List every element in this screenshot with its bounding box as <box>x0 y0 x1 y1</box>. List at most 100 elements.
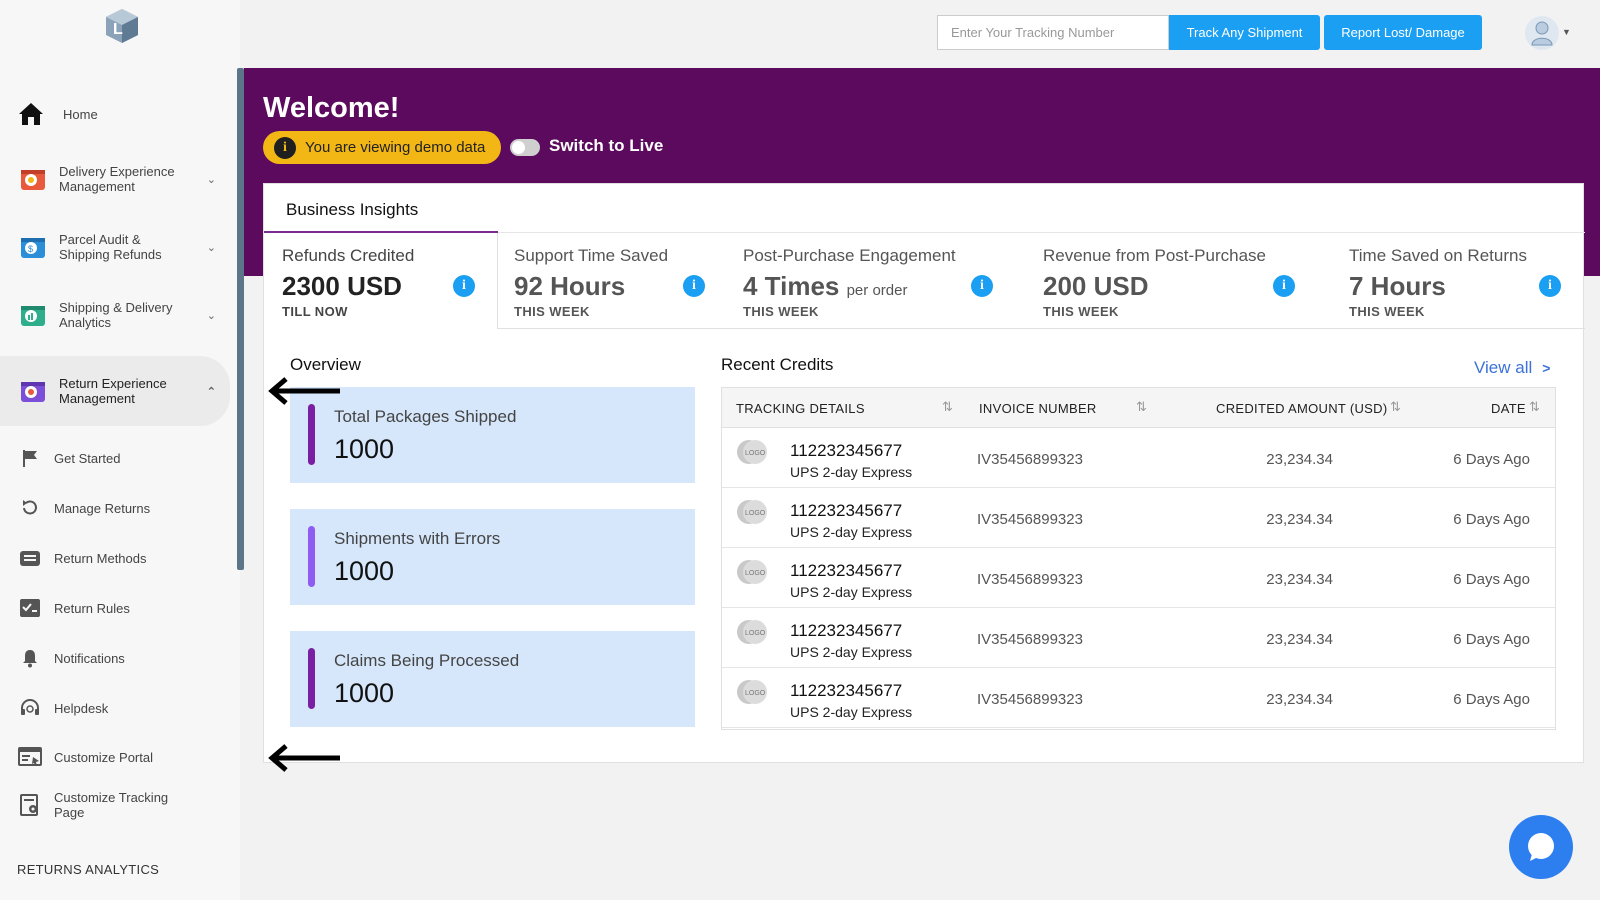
annotation-arrow-left-icon <box>268 744 340 772</box>
sort-icon[interactable]: ⇅ <box>942 399 953 414</box>
overview-card-shipments-errors[interactable]: Shipments with Errors 1000 <box>290 509 695 605</box>
sidebar-item-manage-returns[interactable]: Manage Returns <box>0 496 230 520</box>
live-toggle[interactable] <box>510 139 540 156</box>
metric-value: 200 USD <box>1043 271 1149 301</box>
report-lost-damage-button[interactable]: Report Lost/ Damage <box>1324 15 1482 50</box>
credited-amount: 23,234.34 <box>1266 451 1333 468</box>
metric-support-time-saved[interactable]: Support Time Saved 92 Hours THIS WEEK i <box>498 233 727 329</box>
brand-logo[interactable]: L <box>102 6 142 46</box>
credited-amount: 23,234.34 <box>1266 511 1333 528</box>
sidebar-item-customize-portal[interactable]: Customize Portal <box>0 745 230 769</box>
invoice-number: IV35456899323 <box>977 631 1083 648</box>
metric-title: Post-Purchase Engagement <box>743 246 956 265</box>
overview-card-total-packages[interactable]: Total Packages Shipped 1000 <box>290 387 695 483</box>
user-avatar[interactable] <box>1525 16 1559 50</box>
info-icon[interactable]: i <box>683 275 705 297</box>
metric-period: TILL NOW <box>282 304 348 319</box>
sidebar-item-home[interactable]: Home <box>0 100 230 128</box>
tab-business-insights[interactable]: Business Insights <box>264 184 498 233</box>
info-icon[interactable]: i <box>453 275 475 297</box>
tracking-number[interactable]: 112232345677 <box>790 681 903 700</box>
tracking-number[interactable]: 112232345677 <box>790 501 903 520</box>
sidebar-item-helpdesk[interactable]: Helpdesk <box>0 696 230 720</box>
sidebar-item-customize-tracking-page[interactable]: Customize Tracking Page <box>0 788 230 822</box>
sidebar-scrollbar[interactable] <box>237 68 244 570</box>
credited-amount: 23,234.34 <box>1266 631 1333 648</box>
overview-heading: Overview <box>290 355 361 374</box>
table-row[interactable]: LOGO 112232345677 UPS 2-day Express IV35456… <box>722 488 1555 548</box>
accent-bar <box>308 526 315 587</box>
sidebar-item-label: Parcel Audit & Shipping Refunds <box>59 232 162 262</box>
track-shipment-button[interactable]: Track Any Shipment <box>1169 15 1320 50</box>
sidebar-item-label: Return Rules <box>54 600 130 616</box>
svg-text:L: L <box>113 21 123 38</box>
return-arrow-icon <box>18 496 42 520</box>
column-header[interactable]: DATE <box>1491 401 1526 416</box>
demo-data-notice: i You are viewing demo data <box>263 131 501 164</box>
sort-icon[interactable]: ⇅ <box>1136 399 1147 414</box>
tracking-number[interactable]: 112232345677 <box>790 621 903 640</box>
column-header[interactable]: INVOICE NUMBER <box>979 401 1097 416</box>
sort-icon[interactable]: ⇅ <box>1529 399 1540 414</box>
carrier-name: UPS 2-day Express <box>790 524 913 540</box>
sidebar-item-label: Notifications <box>54 650 125 666</box>
recent-credits-table: TRACKING DETAILS ⇅ INVOICE NUMBER ⇅ CRED… <box>721 387 1556 730</box>
tracking-number[interactable]: 112232345677 <box>790 441 903 460</box>
sidebar-item-return-experience[interactable]: Return Experience Management ⌃ <box>0 374 230 408</box>
switch-to-live-label[interactable]: Switch to Live <box>549 136 664 155</box>
carrier-name: UPS 2-day Express <box>790 584 913 600</box>
sidebar-item-delivery-experience[interactable]: Delivery Experience Management ⌄ <box>0 162 230 196</box>
sidebar-item-get-started[interactable]: Get Started <box>0 446 230 470</box>
toggle-knob <box>512 141 525 154</box>
sidebar-item-label: Customize Portal <box>54 749 153 765</box>
sidebar-item-label: Helpdesk <box>54 700 109 716</box>
sidebar-item-shipping-analytics[interactable]: Shipping & Delivery Analytics ⌄ <box>0 298 230 332</box>
metrics-row: Refunds Credited 2300 USD TILL NOW i Sup… <box>264 233 1585 329</box>
view-all-label: View all <box>1474 358 1533 377</box>
table-row[interactable]: LOGO 112232345677 UPS 2-day Express IV35456… <box>722 608 1555 668</box>
sidebar-item-label: Customize Tracking Page <box>54 790 169 820</box>
metric-value: 92 Hours <box>514 271 626 301</box>
headset-icon <box>18 696 42 720</box>
metric-value-wrap: 4 Times per order <box>743 271 907 302</box>
carrier-logo: LOGO <box>737 620 767 644</box>
invoice-number: IV35456899323 <box>977 691 1083 708</box>
column-header[interactable]: CREDITED AMOUNT (USD) <box>1216 401 1388 416</box>
column-header[interactable]: TRACKING DETAILS <box>736 401 865 416</box>
metric-post-purchase-engagement[interactable]: Post-Purchase Engagement 4 Times per ord… <box>727 233 1020 329</box>
delivery-experience-icon <box>18 164 48 194</box>
overview-card-claims-processing[interactable]: Claims Being Processed 1000 <box>290 631 695 727</box>
metric-title: Refunds Credited <box>282 246 415 265</box>
table-row[interactable]: LOGO 112232345677 UPS 2-day Express IV35456… <box>722 668 1555 728</box>
sort-icon[interactable]: ⇅ <box>1390 399 1401 414</box>
view-all-link[interactable]: View all > <box>1474 358 1550 378</box>
metric-period: THIS WEEK <box>514 304 590 319</box>
metric-period: THIS WEEK <box>743 304 819 319</box>
sidebar-item-parcel-audit[interactable]: $ Parcel Audit & Shipping Refunds ⌄ <box>0 230 230 264</box>
info-icon[interactable]: i <box>971 275 993 297</box>
table-row[interactable]: LOGO 112232345677 UPS 2-day Express IV35456… <box>722 428 1555 488</box>
metric-time-saved-returns[interactable]: Time Saved on Returns 7 Hours THIS WEEK … <box>1323 233 1585 329</box>
info-icon[interactable]: i <box>1273 275 1295 297</box>
tracking-number-input[interactable] <box>937 15 1169 50</box>
sidebar-item-label: Delivery Experience Management <box>59 164 175 194</box>
metric-revenue-post-purchase[interactable]: Revenue from Post-Purchase 200 USD THIS … <box>1020 233 1323 329</box>
caret-down-icon[interactable]: ▼ <box>1562 27 1571 37</box>
invoice-number: IV35456899323 <box>977 571 1083 588</box>
sidebar-item-return-methods[interactable]: Return Methods <box>0 546 230 570</box>
chat-button[interactable] <box>1509 815 1573 879</box>
chevron-down-icon: ⌄ <box>206 309 216 322</box>
sidebar-item-notifications[interactable]: Notifications <box>0 646 230 670</box>
metric-refunds-credited[interactable]: Refunds Credited 2300 USD TILL NOW i <box>264 233 498 329</box>
info-icon[interactable]: i <box>1539 275 1561 297</box>
chat-bubble-icon <box>1528 833 1554 861</box>
invoice-number: IV35456899323 <box>977 511 1083 528</box>
table-row[interactable]: LOGO 112232345677 UPS 2-day Express IV35456… <box>722 548 1555 608</box>
sidebar-item-return-rules[interactable]: Return Rules <box>0 596 230 620</box>
carrier-logo: LOGO <box>737 680 767 704</box>
table-header: TRACKING DETAILS ⇅ INVOICE NUMBER ⇅ CRED… <box>722 388 1555 428</box>
sidebar-item-label: Return Experience Management <box>59 376 167 406</box>
tracking-number[interactable]: 112232345677 <box>790 561 903 580</box>
welcome-title: Welcome! <box>263 92 400 124</box>
carrier-name: UPS 2-day Express <box>790 704 913 720</box>
